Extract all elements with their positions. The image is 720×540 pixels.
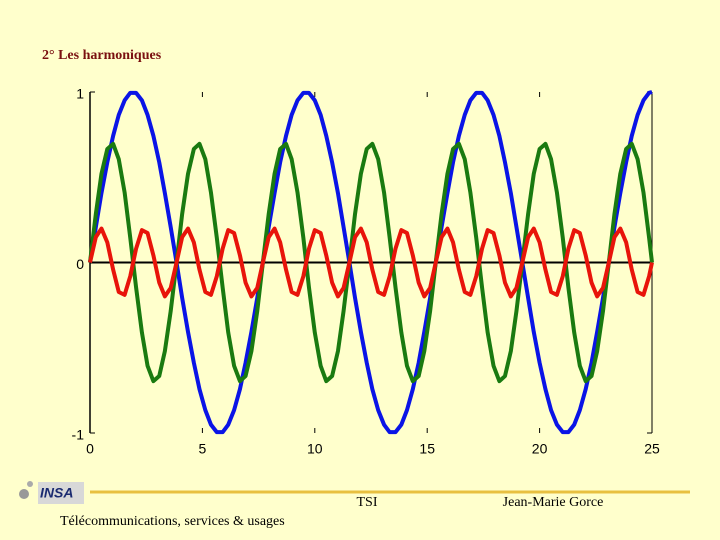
- logo-dot: [19, 489, 29, 499]
- x-tick-label: 0: [86, 441, 94, 457]
- x-tick-label: 10: [307, 441, 323, 457]
- logo-box: [38, 482, 84, 504]
- x-tick-label: 15: [419, 441, 435, 457]
- series-line: [88, 90, 653, 435]
- logo: INSA: [40, 485, 73, 501]
- series-line: [88, 226, 654, 299]
- y-tick-label: 0: [76, 256, 84, 272]
- author: Jean-Marie Gorce: [503, 495, 604, 510]
- x-tick-label: 5: [199, 441, 207, 457]
- x-tick-label: 20: [532, 441, 548, 457]
- y-tick-label: -1: [72, 427, 85, 443]
- series-line: [88, 141, 654, 384]
- logo-dot: [27, 481, 33, 487]
- tagline: Télécommunications, services & usages: [60, 514, 285, 529]
- course: TSI: [357, 495, 378, 510]
- y-tick-label: 1: [76, 86, 84, 102]
- x-tick-label: 25: [644, 441, 660, 457]
- slide-title: 2° Les harmoniques: [42, 48, 162, 63]
